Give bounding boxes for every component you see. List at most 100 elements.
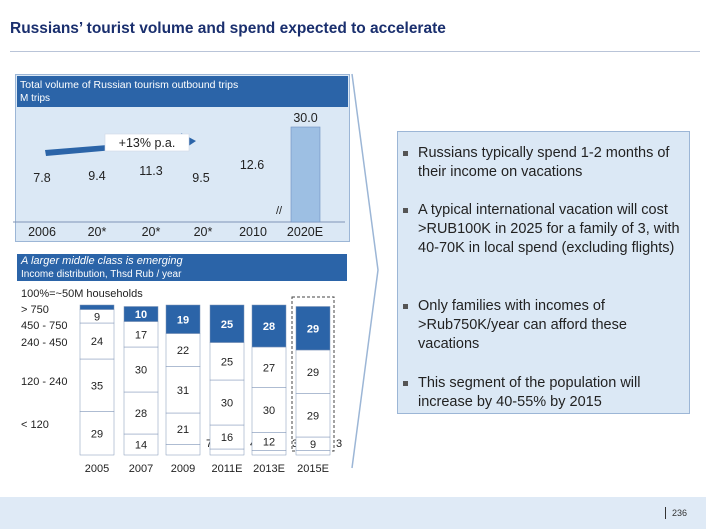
income-value-label: 14: [135, 440, 147, 452]
income-value-label: 9: [310, 439, 316, 451]
income-value-label: 7: [206, 438, 212, 450]
page-number: 236: [665, 507, 687, 519]
trips-year-label: 2010: [239, 225, 267, 239]
income-segment: [295, 450, 331, 456]
income-segment: [165, 333, 201, 367]
income-segment: [123, 306, 159, 322]
income-value-label: 9: [94, 311, 100, 323]
income-segment: [79, 304, 115, 310]
income-year-label: 2015E: [297, 463, 329, 475]
income-value-label: 28: [263, 321, 275, 333]
income-segment: [165, 412, 201, 445]
growth-rate-label: +13% p.a.: [119, 136, 176, 150]
growth-label-box: [104, 133, 190, 152]
income-segment: [123, 321, 159, 348]
footer-band: [0, 497, 706, 529]
income-segment: [165, 304, 201, 334]
income-value-label: 24: [91, 336, 103, 348]
income-value-label: 30: [221, 398, 233, 410]
income-chart-title: A larger middle class is emerging: [21, 255, 183, 267]
income-band-label: 450 - 750: [21, 320, 67, 332]
income-segment: [251, 450, 287, 456]
income-segment: [295, 393, 331, 438]
trips-value-label: 11.3: [139, 164, 162, 178]
trips-value-label: 9.4: [88, 169, 105, 183]
trips-year-label: 20*: [142, 225, 161, 239]
income-year-label: 2009: [171, 463, 195, 475]
income-value-label: 21: [177, 424, 189, 436]
income-year-label: 2013E: [253, 463, 285, 475]
income-segment: [251, 304, 287, 348]
households-total-label: 100%=~50M households: [21, 288, 143, 300]
page-title: Russians’ tourist volume and spend expec…: [10, 20, 446, 37]
income-value-label: 17: [135, 329, 147, 341]
income-band-label: 240 - 450: [21, 337, 67, 349]
trips-value-label: 30.0: [293, 111, 317, 125]
income-value-label: 27: [263, 362, 275, 374]
income-band-label: 120 - 240: [21, 376, 67, 388]
income-segment: [295, 306, 331, 351]
trips-chart-unit: M trips: [20, 93, 50, 104]
income-segment: [209, 424, 245, 450]
income-value-label: 22: [177, 345, 189, 357]
income-chart-subtitle: Income distribution, Thsd Rub / year: [21, 269, 182, 280]
trips-bar: [290, 126, 321, 223]
bullet-square-icon: [403, 151, 408, 156]
income-value-label: 16: [221, 432, 233, 444]
income-year-label: 2007: [129, 463, 153, 475]
trips-year-label: 20*: [88, 225, 107, 239]
income-value-label: 29: [307, 323, 319, 335]
income-value-label: 25: [221, 319, 233, 331]
bullet-square-icon: [403, 208, 408, 213]
income-value-label: 25: [221, 356, 233, 368]
income-segment: [209, 448, 245, 456]
bullet-item: Russians typically spend 1-2 months of t…: [403, 144, 685, 182]
income-value-label: 30: [263, 405, 275, 417]
income-segment: [209, 304, 245, 343]
title-divider: [10, 51, 700, 52]
income-value-label: 29: [307, 410, 319, 422]
income-value-label: 35: [91, 380, 103, 392]
income-value-label: 31: [177, 385, 189, 397]
trips-year-label: 2020E: [287, 225, 323, 239]
bullet-square-icon: [403, 381, 408, 386]
income-year-label: 2011E: [212, 463, 243, 475]
income-value-label: 3: [336, 438, 342, 450]
income-segment: [251, 346, 287, 388]
income-value-label: 28: [135, 408, 147, 420]
income-segment: [123, 346, 159, 393]
income-segment: [295, 349, 331, 394]
trips-year-label: 20*: [194, 225, 213, 239]
income-panel-header: [17, 254, 347, 281]
income-band-label: > 750: [21, 304, 49, 316]
income-segment: [79, 411, 115, 456]
income-segment: [251, 387, 287, 433]
income-segment: [79, 322, 115, 360]
trips-value-label: 7.8: [33, 171, 50, 185]
income-segment: [165, 444, 201, 456]
trips-year-label: 2006: [28, 225, 56, 239]
trips-value-label: 12.6: [240, 158, 264, 172]
trips-chart-title: Total volume of Russian tourism outbound…: [20, 79, 239, 91]
income-segment: [209, 342, 245, 381]
income-value-label: 29: [307, 367, 319, 379]
income-value-label: 30: [135, 365, 147, 377]
bullet-square-icon: [403, 304, 408, 309]
income-value-label: 19: [177, 314, 189, 326]
trips-panel-header: [17, 76, 348, 107]
income-value-label: 29: [91, 428, 103, 440]
axis-break-mark: //: [276, 205, 283, 217]
income-value-label: 12: [263, 437, 275, 449]
bullet-item: This segment of the population will incr…: [403, 374, 685, 412]
income-value-label: 3: [120, 438, 126, 450]
takeaways-panel: [397, 131, 690, 414]
income-segment: [165, 366, 201, 414]
income-segment: [209, 379, 245, 426]
income-value-label: 3: [292, 438, 298, 450]
income-value-label: 10: [135, 309, 147, 321]
chevron-right-icon: [351, 73, 379, 469]
trips-value-label: 9.5: [192, 171, 209, 185]
bullet-item: A typical international vacation will co…: [403, 201, 685, 258]
income-band-label: < 120: [21, 419, 49, 431]
